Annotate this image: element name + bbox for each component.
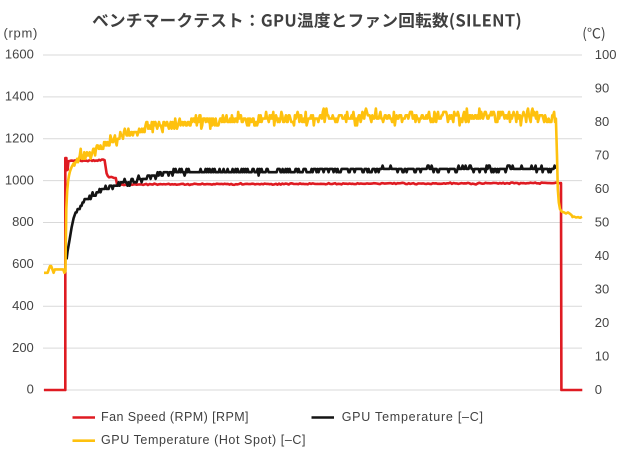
svg-text:20: 20 [595, 315, 609, 330]
svg-text:GPU Temperature [–C]: GPU Temperature [–C] [342, 410, 484, 424]
svg-text:400: 400 [12, 298, 34, 313]
svg-text:1000: 1000 [5, 172, 34, 187]
svg-text:50: 50 [595, 215, 609, 230]
svg-text:1400: 1400 [5, 89, 34, 104]
svg-text:10: 10 [595, 349, 609, 364]
svg-text:0: 0 [595, 382, 602, 397]
svg-text:80: 80 [595, 114, 609, 129]
svg-text:0: 0 [27, 382, 34, 397]
svg-text:40: 40 [595, 248, 609, 263]
svg-text:800: 800 [12, 214, 34, 229]
svg-text:70: 70 [595, 148, 609, 163]
svg-text:100: 100 [595, 47, 617, 62]
svg-text:600: 600 [12, 256, 34, 271]
svg-text:GPU Temperature (Hot Spot) [–C: GPU Temperature (Hot Spot) [–C] [101, 433, 306, 447]
svg-text:(rpm): (rpm) [4, 25, 39, 40]
svg-text:30: 30 [595, 282, 609, 297]
svg-text:1600: 1600 [5, 47, 34, 62]
svg-text:Fan Speed (RPM) [RPM]: Fan Speed (RPM) [RPM] [101, 410, 249, 424]
svg-text:60: 60 [595, 181, 609, 196]
svg-text:90: 90 [595, 81, 609, 96]
svg-text:200: 200 [12, 340, 34, 355]
svg-text:1200: 1200 [5, 130, 34, 145]
